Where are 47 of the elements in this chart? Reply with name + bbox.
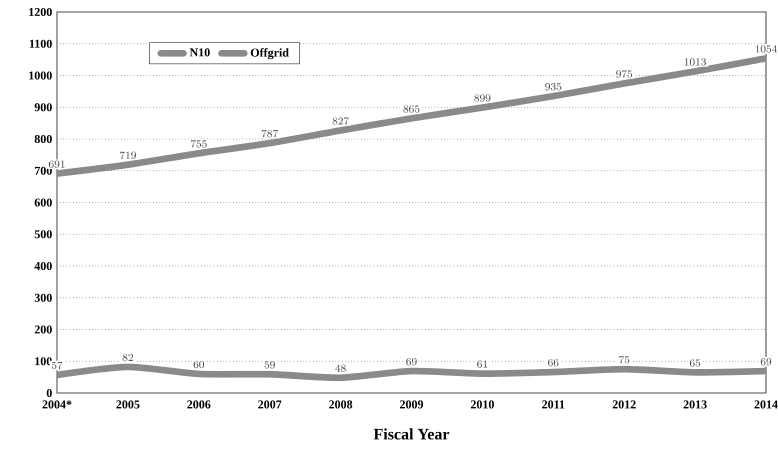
- x-tick-label: 2005: [116, 400, 140, 408]
- data-label: 65: [690, 359, 700, 367]
- y-tick-label: 1100: [30, 40, 52, 48]
- data-label: 75: [619, 356, 630, 364]
- y-tick-label: 1000: [29, 71, 52, 80]
- x-tick-label: 2007: [258, 400, 282, 408]
- data-label: 827: [332, 117, 349, 125]
- data-label: 899: [474, 94, 490, 102]
- y-tick-label: 300: [34, 294, 52, 302]
- y-tick-label: 500: [34, 230, 52, 238]
- data-label: 66: [548, 358, 558, 366]
- data-label: 975: [616, 70, 632, 78]
- x-tick-label: 2010: [470, 400, 494, 408]
- y-tick-label: 400: [34, 262, 52, 270]
- y-tick-label: 1200: [29, 8, 52, 16]
- data-label: 755: [190, 140, 207, 148]
- x-tick-label: 2011: [542, 400, 564, 408]
- y-tick-label: 600: [34, 198, 52, 207]
- x-tick-label: 2008: [329, 400, 352, 408]
- data-label: 865: [403, 105, 420, 113]
- legend-label: N10: [190, 48, 210, 56]
- data-label: 935: [545, 83, 562, 90]
- data-label: 1054: [756, 45, 777, 53]
- data-label: 719: [120, 152, 136, 159]
- data-label: 82: [122, 354, 133, 362]
- data-label: 48: [335, 364, 346, 372]
- data-label: 57: [52, 362, 62, 370]
- data-label: 787: [262, 130, 278, 138]
- y-tick-label: 200: [34, 325, 52, 334]
- data-label: 1013: [684, 58, 706, 66]
- x-tick-label: 2006: [187, 400, 210, 408]
- y-tick-label: 900: [34, 103, 52, 112]
- data-label: 69: [760, 358, 772, 366]
- data-label: 691: [48, 160, 65, 168]
- x-tick-label: 2004*: [42, 400, 72, 408]
- x-tick-label: 2014: [754, 400, 778, 408]
- x-axis-title: Fiscal Year: [374, 428, 450, 440]
- x-tick-label: 2012: [612, 400, 636, 408]
- data-label: 60: [194, 360, 204, 368]
- data-label: 61: [477, 360, 488, 368]
- y-tick-label: 800: [34, 134, 52, 144]
- y-tick-label: 0: [46, 388, 52, 398]
- data-label: 59: [264, 361, 275, 368]
- legend-label: Offgrid: [250, 48, 289, 60]
- x-tick-label: 2013: [684, 400, 707, 408]
- x-tick-label: 2009: [400, 400, 424, 408]
- data-label: 69: [406, 358, 417, 366]
